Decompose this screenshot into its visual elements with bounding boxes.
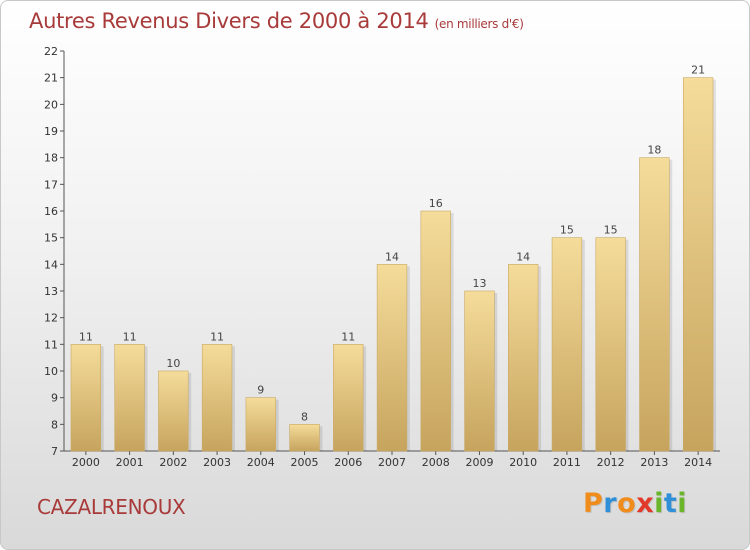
bar [682,77,714,452]
chart-title: Autres Revenus Divers de 2000 à 2014 (en … [29,9,524,33]
bar-value-label: 9 [257,384,264,397]
x-tick-label: 2014 [684,456,712,469]
bars [70,77,717,452]
y-tick-label: 19 [44,125,58,138]
x-tick-label: 2013 [640,456,668,469]
x-tick-label: 2012 [597,456,625,469]
logo-letter: o [617,488,637,519]
y-tick-label: 10 [44,365,58,378]
x-tick-label: 2000 [72,456,100,469]
bar [289,424,320,452]
x-tick-label: 2007 [378,456,406,469]
bar [464,290,495,452]
chart-title-unit: (en milliers d'€) [434,17,524,31]
x-tick-label: 2003 [203,456,231,469]
proxiti-logo: Proxiti [583,488,687,519]
y-tick-label: 11 [44,338,58,351]
bar [158,370,189,452]
bar-value-label: 14 [516,250,530,263]
y-tick-label: 8 [51,418,58,431]
y-tick-label: 21 [44,72,58,85]
x-tick-label: 2001 [116,456,144,469]
bar-value-label: 11 [123,330,137,343]
y-tick-label: 18 [44,152,58,165]
x-tick-label: 2006 [334,456,362,469]
y-tick-label: 17 [44,178,58,191]
bar [70,344,102,452]
bar-value-label: 18 [647,144,661,157]
bar-value-label: 11 [79,330,93,343]
y-tick-label: 13 [44,285,58,298]
logo-letter: r [603,488,618,519]
y-tick-label: 22 [44,45,58,58]
bar [376,264,408,452]
bar-value-label: 11 [341,330,355,343]
bar [245,397,276,452]
bar [508,264,539,452]
y-axis: 7 8 9 10 11 12 13 14 15 16 17 18 19 20 21 22 [44,45,65,458]
bar-value-label: 15 [560,224,574,237]
y-tick-label: 15 [44,232,58,245]
bar [551,237,583,452]
data-labels: 11 11 10 11 9 8 11 14 16 13 14 15 15 18 21 [79,64,705,424]
logo-letter: x [636,488,655,519]
place-name: CAZALRENOUX [37,495,186,519]
bar-value-label: 21 [691,64,705,77]
x-tick-label: 2004 [247,456,275,469]
bar [201,344,233,452]
bar [114,344,145,452]
logo-letter: t [663,488,678,519]
bar [595,237,626,452]
x-tick-label: 2008 [422,456,450,469]
bar [639,157,670,452]
y-tick-label: 9 [51,392,58,405]
bar-value-label: 16 [429,197,443,210]
logo-letter: i [677,488,688,519]
y-tick-label: 16 [44,205,58,218]
bar-value-label: 8 [301,410,308,423]
bar-value-label: 11 [210,330,224,343]
x-tick-label: 2011 [553,456,581,469]
bar-value-label: 15 [604,224,618,237]
y-tick-label: 14 [44,258,58,271]
bar-value-label: 10 [166,357,180,370]
y-tick-label: 20 [44,98,58,111]
x-tick-label: 2005 [291,456,319,469]
x-tick-label: 2002 [159,456,187,469]
bar [333,344,364,452]
x-tick-label: 2009 [465,456,493,469]
chart-title-text: Autres Revenus Divers de 2000 à 2014 [29,9,429,33]
bar-value-label: 14 [385,250,399,263]
y-tick-label: 7 [51,445,58,458]
logo-letter: P [583,488,604,519]
logo-letter: i [654,488,664,519]
bar-value-label: 13 [472,277,486,290]
y-tick-label: 12 [44,312,58,325]
x-tick-label: 2010 [509,456,537,469]
bar [420,210,451,452]
x-axis: 2000 2001 2002 2003 2004 2005 2006 2007 2008 2009… [64,450,720,469]
